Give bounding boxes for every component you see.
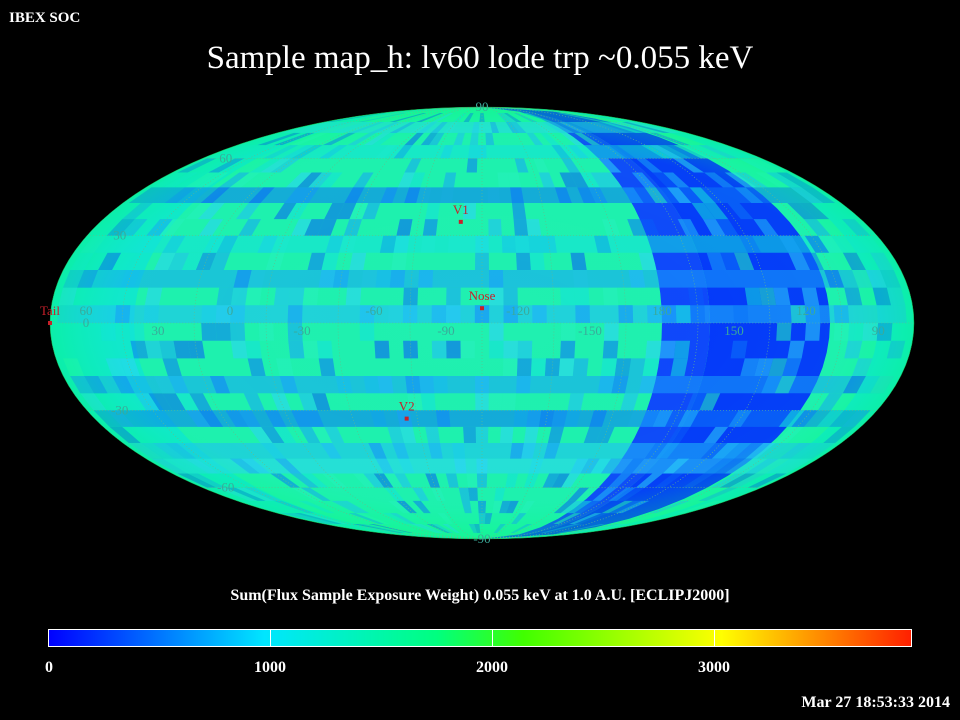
longitude-label: 120: [796, 303, 816, 318]
longitude-labels: 60 30 0 -30 -60 -90 -120 -150 180 150 120 90: [80, 303, 885, 338]
longitude-label: -120: [506, 303, 530, 318]
meridian-line: [409, 107, 483, 539]
meridian-line: [265, 107, 483, 539]
longitude-label: 30: [152, 323, 165, 338]
marker-dot: [480, 306, 484, 311]
latitude-label: -90: [473, 531, 490, 546]
latitude-label: -60: [217, 480, 234, 495]
longitude-label: 0: [227, 303, 234, 318]
colorbar-title: Sum(Flux Sample Exposure Weight) 0.055 k…: [230, 587, 730, 604]
marker-dot: [458, 219, 463, 224]
meridian-line: [193, 107, 483, 539]
graticule: [50, 107, 914, 539]
map-title: Sample map_h: lv60 lode trp ~0.055 keV: [206, 40, 754, 76]
timestamp: Mar 27 18:53:33 2014: [801, 694, 950, 711]
longitude-label: 180: [652, 303, 672, 318]
map-markers: V1 Nose V2 Tail: [40, 202, 496, 421]
marker-dot: [404, 416, 409, 421]
latitude-label: 30: [113, 228, 126, 243]
colorbar-label-0: 0: [45, 659, 53, 676]
marker-label: Tail: [40, 303, 60, 318]
longitude-label: -30: [293, 323, 310, 338]
colorbar: [48, 629, 912, 647]
colorbar-label-2000: 2000: [476, 659, 508, 676]
corner-label: IBEX SOC: [9, 10, 81, 26]
latitude-label: 60: [219, 150, 232, 165]
meridian-line: [481, 107, 699, 539]
latitude-label: 0: [83, 315, 90, 330]
colorbar-label-1000: 1000: [254, 659, 286, 676]
meridian-line: [121, 107, 483, 539]
latitude-label: -30: [111, 402, 128, 417]
colorbar-label-3000: 3000: [698, 659, 730, 676]
colorbar-tick: [270, 630, 271, 646]
colorbar-tick: [492, 630, 493, 646]
marker-label: Nose: [469, 288, 496, 303]
meridian-line: [481, 107, 555, 539]
marker-label: V1: [453, 202, 469, 217]
meridian-line: [481, 107, 627, 539]
longitude-label: -150: [578, 323, 602, 338]
latitude-labels: 90 60 30 0 -30 -60 -90: [83, 99, 491, 546]
longitude-label: -60: [365, 303, 382, 318]
marker-label: V2: [399, 399, 415, 414]
longitude-label: 60: [80, 303, 93, 318]
longitude-label: -90: [437, 323, 454, 338]
longitude-label: 150: [724, 323, 744, 338]
longitude-label: 90: [872, 323, 885, 338]
meridian-line: [481, 107, 843, 539]
marker-dot: [48, 321, 52, 325]
latitude-label: 90: [476, 99, 489, 114]
colorbar-tick: [714, 630, 715, 646]
meridian-line: [481, 107, 771, 539]
meridian-line: [337, 107, 483, 539]
